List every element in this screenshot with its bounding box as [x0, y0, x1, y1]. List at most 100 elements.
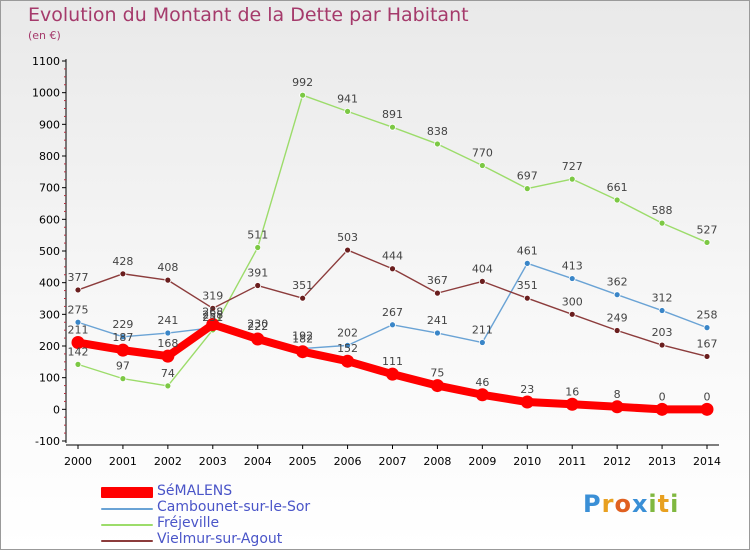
data-label: 367: [427, 274, 448, 287]
data-point: [74, 286, 82, 294]
data-point: [520, 395, 534, 409]
data-point: [658, 307, 666, 314]
y-tick-label: 0: [53, 403, 60, 416]
y-tick-label: 300: [39, 308, 60, 321]
data-point: [613, 196, 621, 204]
legend-swatch: [101, 524, 153, 526]
data-point: [344, 246, 351, 254]
data-point: [568, 175, 576, 183]
data-label: 97: [116, 360, 130, 373]
data-label: 351: [292, 279, 313, 292]
legend-label: Cambounet-sur-le-Sor: [157, 499, 311, 515]
data-point: [254, 282, 262, 289]
data-label: 391: [247, 267, 268, 280]
data-point: [434, 329, 441, 337]
data-point: [164, 329, 172, 337]
data-label: 503: [337, 231, 358, 244]
data-label: 182: [292, 333, 313, 346]
y-tick-label: 400: [39, 277, 60, 290]
data-point: [700, 402, 714, 416]
data-point: [251, 332, 265, 346]
data-point: [209, 304, 217, 312]
data-label: 838: [427, 125, 448, 138]
legend-label: Vielmur-sur-Agout: [157, 531, 283, 547]
data-label: 267: [382, 306, 403, 319]
data-label: 461: [517, 244, 538, 257]
data-label: 249: [607, 311, 628, 324]
data-point: [74, 318, 82, 326]
data-label: 16: [565, 385, 579, 398]
x-tick-label: 2013: [648, 455, 676, 468]
data-point: [389, 123, 396, 131]
data-label: 941: [337, 92, 358, 105]
data-label: 404: [472, 262, 493, 275]
legend-swatch: [101, 508, 153, 510]
data-point: [430, 379, 444, 393]
data-label: 770: [472, 147, 493, 160]
data-point: [254, 244, 262, 251]
data-label: 202: [337, 326, 358, 339]
data-point: [119, 375, 127, 383]
data-point: [206, 317, 220, 331]
data-label: 251: [202, 311, 223, 324]
chart-title: Evolution du Montant de la Dette par Hab…: [28, 4, 469, 26]
logo-letter: i: [670, 490, 680, 518]
data-label: 229: [112, 318, 133, 331]
data-point: [613, 327, 621, 334]
data-label: 230: [247, 318, 268, 331]
data-label: 192: [292, 330, 313, 343]
data-label: 211: [472, 324, 493, 337]
legend-swatch: [101, 540, 153, 542]
x-tick-label: 2007: [379, 455, 407, 468]
data-point: [116, 343, 130, 357]
data-label: 0: [659, 390, 666, 403]
x-tick-label: 2008: [423, 455, 451, 468]
data-point: [703, 353, 711, 360]
data-point: [74, 360, 82, 368]
data-point: [434, 140, 441, 148]
data-label: 211: [68, 324, 89, 337]
data-label: 444: [382, 250, 403, 263]
y-tick-label: 100: [39, 372, 60, 385]
data-label: 697: [517, 170, 538, 183]
data-point: [164, 382, 172, 390]
data-point: [478, 162, 486, 169]
x-tick-label: 2003: [199, 455, 227, 468]
data-point: [655, 402, 669, 416]
data-label: 727: [562, 160, 583, 173]
data-point: [658, 341, 666, 349]
data-point: [386, 367, 399, 381]
data-label: 152: [337, 342, 358, 355]
logo-letter: o: [614, 490, 632, 518]
data-label: 588: [652, 204, 673, 217]
data-point: [610, 400, 624, 414]
data-label: 362: [607, 276, 628, 289]
data-label: 142: [68, 345, 89, 358]
data-label: 377: [68, 271, 89, 284]
data-point: [613, 291, 621, 299]
data-label: 428: [112, 255, 133, 268]
data-label: 300: [562, 295, 583, 308]
data-point: [299, 91, 307, 99]
logo-letter: r: [601, 490, 615, 518]
data-label: 222: [247, 320, 268, 333]
data-label: 661: [607, 181, 628, 194]
data-label: 527: [697, 223, 718, 236]
data-label: 319: [202, 289, 223, 302]
data-point: [478, 277, 486, 285]
x-tick-label: 2014: [693, 455, 721, 468]
data-label: 167: [697, 337, 718, 350]
data-label: 408: [157, 261, 178, 274]
y-tick-label: 800: [39, 150, 60, 163]
data-label: 891: [382, 108, 403, 121]
data-label: 268: [202, 305, 223, 318]
data-label: 0: [704, 390, 711, 403]
data-point: [341, 354, 355, 368]
data-point: [161, 349, 175, 363]
y-tick-label: 1100: [32, 55, 60, 68]
data-point: [119, 270, 127, 278]
data-point: [434, 289, 441, 297]
x-tick-label: 2009: [468, 455, 496, 468]
data-point: [523, 185, 531, 193]
